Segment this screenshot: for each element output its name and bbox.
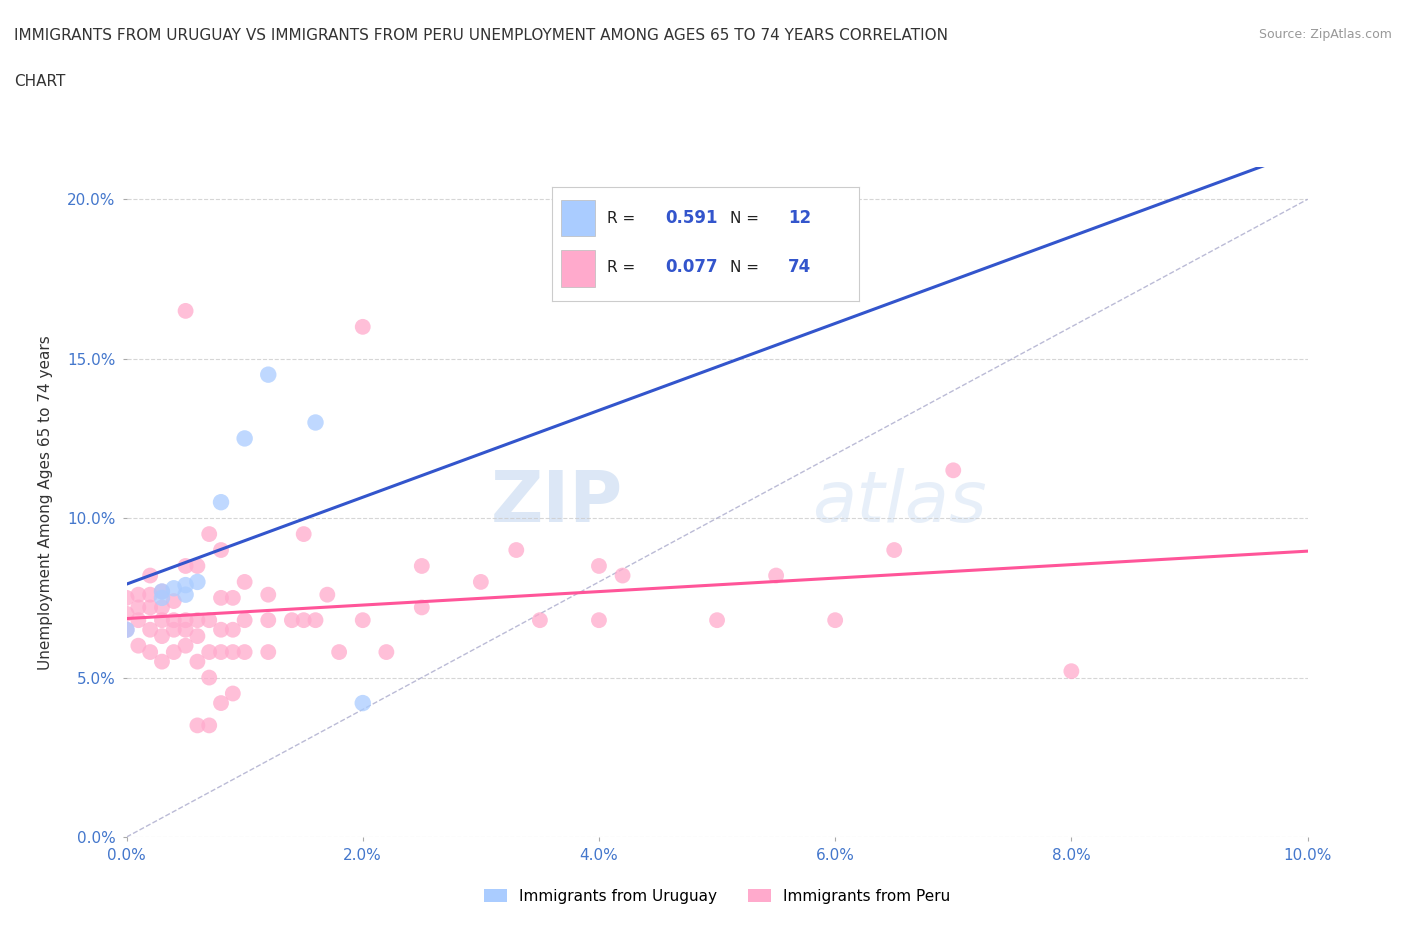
Point	[186, 575, 208, 590]
Point	[198, 613, 221, 628]
Point	[198, 718, 221, 733]
Point	[304, 415, 326, 430]
Point	[115, 622, 138, 637]
Text: IMMIGRANTS FROM URUGUAY VS IMMIGRANTS FROM PERU UNEMPLOYMENT AMONG AGES 65 TO 74: IMMIGRANTS FROM URUGUAY VS IMMIGRANTS FR…	[14, 28, 948, 43]
Point	[186, 718, 208, 733]
Point	[233, 575, 256, 590]
Point	[127, 638, 149, 653]
Text: Source: ZipAtlas.com: Source: ZipAtlas.com	[1258, 28, 1392, 41]
Point	[115, 591, 138, 605]
Point	[139, 622, 162, 637]
Point	[186, 613, 208, 628]
Point	[222, 622, 245, 637]
Point	[139, 600, 162, 615]
Point	[174, 638, 197, 653]
Point	[328, 644, 350, 659]
Point	[150, 584, 173, 599]
Point	[198, 671, 221, 685]
Point	[174, 578, 197, 592]
Point	[198, 526, 221, 541]
Point	[411, 559, 433, 574]
Point	[186, 654, 208, 669]
Y-axis label: Unemployment Among Ages 65 to 74 years: Unemployment Among Ages 65 to 74 years	[38, 335, 53, 670]
Point	[186, 629, 208, 644]
Point	[186, 559, 208, 574]
Point	[150, 600, 173, 615]
Point	[174, 587, 197, 602]
Point	[233, 613, 256, 628]
Text: CHART: CHART	[14, 74, 66, 89]
Point	[139, 644, 162, 659]
Point	[222, 591, 245, 605]
Point	[316, 587, 339, 602]
Point	[163, 622, 186, 637]
Point	[1060, 664, 1083, 679]
Point	[209, 696, 232, 711]
Point	[304, 613, 326, 628]
Point	[588, 559, 610, 574]
Point	[127, 600, 149, 615]
Point	[209, 644, 232, 659]
Point	[233, 644, 256, 659]
Legend: Immigrants from Uruguay, Immigrants from Peru: Immigrants from Uruguay, Immigrants from…	[478, 883, 956, 910]
Point	[352, 696, 374, 711]
Point	[352, 319, 374, 334]
Point	[222, 686, 245, 701]
Point	[281, 613, 304, 628]
Point	[139, 587, 162, 602]
Point	[174, 303, 197, 318]
Point	[257, 613, 280, 628]
Point	[765, 568, 787, 583]
Point	[163, 593, 186, 608]
Point	[174, 613, 197, 628]
Point	[139, 568, 162, 583]
Point	[174, 622, 197, 637]
Point	[375, 644, 398, 659]
Point	[209, 495, 232, 510]
Point	[150, 629, 173, 644]
Text: ZIP: ZIP	[491, 468, 623, 537]
Point	[233, 431, 256, 445]
Point	[292, 613, 315, 628]
Point	[163, 613, 186, 628]
Point	[174, 559, 197, 574]
Point	[198, 644, 221, 659]
Point	[292, 526, 315, 541]
Point	[824, 613, 846, 628]
Point	[411, 600, 433, 615]
Point	[127, 587, 149, 602]
Point	[115, 606, 138, 621]
Point	[209, 591, 232, 605]
Point	[505, 542, 527, 557]
Text: atlas: atlas	[811, 468, 986, 537]
Point	[150, 654, 173, 669]
Point	[612, 568, 634, 583]
Point	[257, 367, 280, 382]
Point	[222, 644, 245, 659]
Point	[470, 575, 492, 590]
Point	[257, 644, 280, 659]
Point	[706, 613, 728, 628]
Point	[529, 613, 551, 628]
Point	[150, 613, 173, 628]
Point	[163, 581, 186, 596]
Point	[209, 542, 232, 557]
Point	[163, 644, 186, 659]
Point	[127, 613, 149, 628]
Point	[257, 587, 280, 602]
Point	[150, 591, 173, 605]
Point	[115, 622, 138, 637]
Point	[150, 584, 173, 599]
Point	[883, 542, 905, 557]
Point	[588, 613, 610, 628]
Point	[942, 463, 965, 478]
Point	[352, 613, 374, 628]
Point	[209, 622, 232, 637]
